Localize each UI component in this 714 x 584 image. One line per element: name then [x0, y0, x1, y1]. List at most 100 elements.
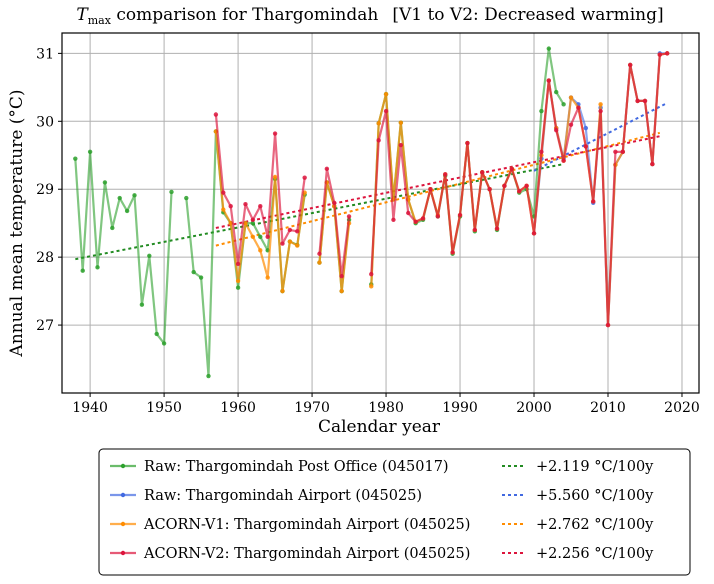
chart-title: Tmax comparison for Thargomindah [V1 to V…	[76, 5, 663, 27]
data-point	[450, 250, 455, 255]
data-point	[221, 207, 226, 212]
x-tick-label: 1940	[72, 400, 108, 416]
data-point	[561, 158, 566, 163]
legend-box	[98, 448, 691, 576]
data-point	[235, 278, 241, 284]
data-point	[235, 285, 241, 290]
data-point	[272, 174, 278, 180]
data-point	[391, 217, 396, 222]
y-tick-label: 31	[36, 46, 54, 62]
x-axis-ticks: 1940 1950 1960 1970 1980 1990 2000 2010 2020	[72, 393, 700, 416]
series-line	[74, 150, 173, 345]
data-point	[339, 288, 344, 294]
data-point	[198, 275, 204, 280]
data-point	[517, 189, 522, 194]
data-point	[457, 212, 463, 218]
data-point	[635, 98, 640, 104]
data-point	[213, 112, 219, 117]
data-point	[591, 199, 596, 204]
data-point	[406, 210, 411, 216]
data-point	[398, 120, 404, 125]
data-point	[250, 220, 256, 226]
legend-trend-label: +2.762 °C/100y	[536, 517, 654, 533]
data-point	[413, 219, 418, 225]
legend-marker	[120, 463, 126, 469]
legend-label: ACORN-V2: Thargomindah Airport (045025)	[143, 546, 470, 562]
data-point	[561, 102, 566, 107]
legend-trend-label: +2.119 °C/100y	[536, 459, 654, 475]
data-point	[642, 98, 648, 104]
data-point	[287, 239, 293, 244]
data-point	[87, 149, 93, 155]
data-point	[302, 175, 307, 180]
series-line	[214, 131, 306, 293]
title-t: T	[76, 5, 89, 25]
data-point	[650, 161, 655, 167]
data-point	[383, 108, 389, 114]
data-point	[73, 156, 78, 161]
data-point	[465, 140, 470, 146]
data-point	[524, 183, 529, 189]
data-point	[613, 149, 618, 155]
data-point	[539, 108, 544, 114]
data-point	[657, 52, 662, 57]
data-point	[583, 144, 589, 149]
data-point	[139, 302, 145, 307]
data-point	[531, 231, 537, 236]
legend-label: Raw: Thargomindah Airport (045025)	[144, 488, 422, 504]
data-point	[398, 142, 404, 148]
data-point	[443, 172, 448, 177]
data-point	[317, 251, 322, 256]
data-point	[265, 234, 270, 239]
data-point	[124, 208, 130, 214]
data-point	[539, 149, 544, 155]
y-axis-label: Annual mean temperature (°C)	[7, 89, 27, 357]
x-tick-label: 2000	[516, 400, 552, 416]
data-point	[295, 229, 300, 234]
data-point	[265, 275, 270, 280]
data-point	[428, 187, 433, 192]
y-tick-label: 27	[36, 318, 54, 334]
legend: Raw: Thargomindah Post Office (045017) Ra…	[98, 448, 691, 576]
series-line	[185, 130, 306, 378]
y-axis-ticks: 27 28 29 30 31	[36, 46, 62, 334]
data-point	[272, 131, 278, 136]
data-point	[502, 183, 507, 189]
data-point	[280, 288, 285, 294]
data-point	[598, 102, 603, 107]
data-point	[80, 268, 85, 273]
data-point	[184, 195, 189, 201]
data-point	[472, 227, 478, 233]
data-point	[554, 89, 559, 95]
data-point	[243, 201, 248, 207]
data-point	[620, 149, 625, 155]
x-tick-label: 2020	[664, 400, 700, 416]
data-point	[110, 225, 115, 231]
x-axis-label: Calendar year	[318, 417, 441, 437]
data-point	[376, 138, 381, 143]
title-sub: max	[88, 14, 112, 27]
data-point	[154, 331, 159, 337]
data-point	[509, 166, 515, 172]
data-point	[258, 248, 263, 253]
data-point	[102, 180, 108, 185]
data-point	[191, 269, 196, 275]
x-tick-label: 1960	[220, 400, 256, 416]
data-point	[287, 227, 293, 233]
data-point	[568, 122, 574, 127]
data-point	[546, 78, 552, 83]
data-series	[73, 46, 670, 379]
data-point	[161, 341, 167, 346]
series-line	[370, 47, 565, 285]
data-point	[420, 216, 426, 221]
data-point	[295, 243, 300, 248]
x-tick-label: 2010	[590, 400, 626, 416]
data-point	[369, 284, 374, 289]
legend-trend-label: +5.560 °C/100y	[536, 488, 654, 504]
data-point	[605, 322, 611, 328]
data-point	[598, 108, 603, 114]
data-point	[494, 226, 500, 231]
data-point	[339, 273, 344, 279]
data-point	[376, 121, 381, 126]
data-point	[554, 127, 559, 133]
